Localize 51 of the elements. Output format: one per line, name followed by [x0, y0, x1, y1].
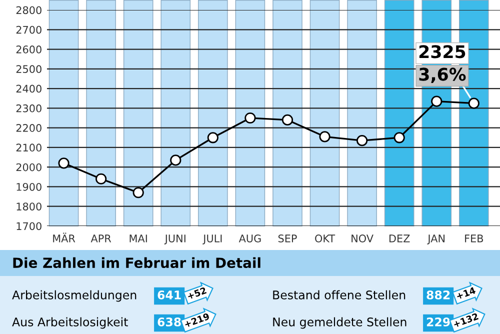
y-tick-label: 1700: [16, 222, 42, 230]
point: [170, 154, 182, 166]
text: Arbeitslosmeldungen: [12, 290, 136, 302]
x-tick-label: FEB: [465, 234, 484, 242]
y-tick-label: 2200: [16, 124, 42, 132]
x-tick-label: JUNI: [164, 234, 186, 244]
text: 641: [158, 290, 181, 300]
text: +219: [184, 312, 210, 328]
y-tick-label: 2500: [16, 65, 42, 74]
text: 638: [158, 317, 181, 326]
y-tick-label: 2100: [16, 144, 42, 152]
text: +132: [453, 312, 479, 328]
text: +14: [456, 286, 476, 300]
x-tick-label: APR: [90, 234, 112, 242]
y-tick-label: 2300: [16, 104, 42, 112]
y-tick-label: 2700: [16, 26, 42, 34]
point: [468, 98, 480, 109]
point: [132, 187, 144, 198]
text: Bestand offene Stellen: [273, 290, 406, 300]
text: 229: [426, 317, 450, 326]
x-tick-label: NOV: [352, 234, 374, 242]
text: 882: [426, 290, 450, 300]
y-tick-label: 2800: [16, 6, 42, 14]
x-tick-label: MÄR: [53, 232, 76, 242]
x-tick-label: MAI: [130, 234, 147, 242]
x-tick-label: DEZ: [389, 234, 410, 242]
y-tick-label: 2600: [16, 46, 42, 54]
annotation: 2325: [419, 45, 466, 58]
text: Neu gemeldete Stellen: [273, 317, 406, 329]
x-tick-label: JULI: [202, 234, 222, 244]
point: [431, 96, 442, 107]
point: [282, 114, 294, 126]
point: [96, 173, 107, 184]
point: [394, 132, 405, 144]
x-tick-label: JAN: [427, 234, 444, 244]
y-tick-label: 2400: [16, 84, 42, 93]
x-tick-label: SEP: [278, 234, 297, 242]
text: +52: [187, 286, 207, 300]
y-tick-label: 2000: [16, 163, 42, 172]
point: [207, 132, 218, 144]
annotation: 3,6%: [419, 68, 466, 84]
text: Aus Arbeitslosigkeit: [12, 317, 128, 329]
y-tick-label: 1800: [16, 202, 42, 210]
point: [356, 135, 368, 146]
point: [244, 112, 256, 124]
x-tick-label: OKT: [315, 234, 336, 242]
point: [58, 158, 70, 169]
x-tick-label: AUG: [238, 234, 261, 242]
y-tick-label: 1900: [16, 182, 42, 191]
point: [319, 131, 330, 142]
text: Die Zahlen im Februar im Detail: [13, 257, 260, 268]
